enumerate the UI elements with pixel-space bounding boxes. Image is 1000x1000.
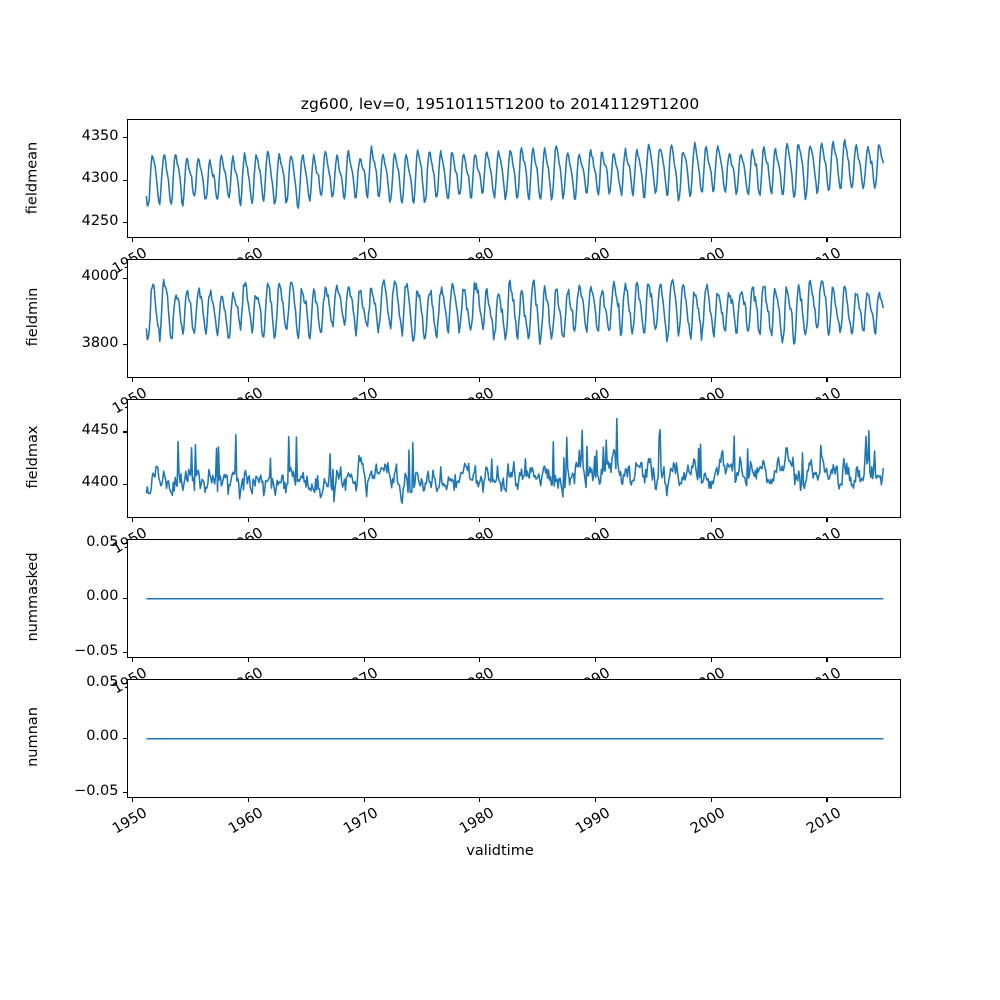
y-tick-mark [122,277,127,279]
y-tick-label: 4450 [81,422,119,439]
y-tick-mark [122,431,127,433]
y-tick-label: 0.00 [86,728,119,745]
y-tick-label: 4350 [81,127,119,144]
x-tick-mark [132,378,134,382]
x-tick-mark [363,378,365,382]
x-tick-mark [132,238,134,242]
series-line-numnan [128,680,901,798]
y-axis-label-numnan: numnan [24,707,41,768]
y-tick-mark [122,683,127,685]
x-tick-mark [247,518,250,522]
y-tick-label: 0.05 [86,533,119,550]
y-tick-label: 4300 [81,170,119,187]
x-tick-mark [479,798,481,802]
x-tick-mark [826,798,828,802]
y-axis-label-fieldmin: fieldmin [24,287,41,347]
x-tick-mark [710,238,712,242]
x-tick-mark [595,798,597,802]
y-tick-label: 0.00 [86,588,119,605]
y-tick-mark [122,137,127,139]
y-axis-label-nummasked: nummasked [24,552,41,642]
y-tick-label: 3800 [81,334,119,351]
x-tick-mark [363,658,365,662]
plot-panel-fieldmean [126,119,901,238]
series-line-fieldmax [128,400,901,518]
y-tick-mark [122,222,127,224]
x-tick-mark [479,378,481,382]
x-tick-mark [826,238,828,242]
x-tick-mark [710,798,712,802]
y-tick-label: −0.05 [74,642,119,659]
x-tick-mark [595,378,597,382]
y-tick-mark [122,179,127,181]
x-tick-mark [826,378,828,382]
x-tick-mark [710,378,712,382]
x-tick-mark [595,238,597,242]
y-tick-label: 0.05 [86,673,119,690]
y-tick-mark [122,652,127,654]
x-tick-mark [132,518,134,522]
y-tick-mark [122,737,127,739]
y-tick-mark [122,483,127,485]
x-tick-mark [595,518,597,522]
x-tick-mark [710,518,712,522]
y-tick-label: 4000 [81,268,119,285]
series-line-nummasked [128,540,901,658]
x-tick-mark [595,658,597,662]
y-axis-label-fieldmean: fieldmean [24,141,41,214]
x-tick-mark [363,238,365,242]
x-tick-mark [363,518,365,522]
x-tick-mark [479,238,481,242]
plot-panel-numnan [126,678,901,798]
plot-panel-nummasked [126,538,901,658]
x-tick-mark [479,658,481,662]
y-tick-label: 4400 [81,474,119,491]
y-tick-label: 4250 [81,212,119,229]
y-axis-label-fieldmax: fieldmax [24,425,41,489]
x-tick-mark [132,658,134,662]
x-tick-mark [710,658,712,662]
x-tick-mark [132,798,134,802]
plot-panel-fieldmax [126,398,901,518]
x-tick-mark [363,798,365,802]
series-line-fieldmin [128,260,901,378]
y-tick-mark [122,344,127,346]
x-tick-mark [826,658,828,662]
plot-panel-fieldmin [126,258,901,378]
y-tick-label: −0.05 [74,782,119,799]
x-tick-mark [247,798,250,802]
x-tick-mark [247,658,250,662]
series-line-fieldmean [128,120,901,237]
x-tick-mark [247,378,250,382]
y-tick-mark [122,543,127,545]
y-tick-mark [122,597,127,599]
y-tick-mark [122,792,127,794]
x-tick-mark [479,518,481,522]
x-tick-mark [826,518,828,522]
x-axis-label: validtime [466,843,534,859]
figure-title: zg600, lev=0, 19510115T1200 to 20141129T… [300,95,700,113]
x-tick-mark [247,238,250,242]
